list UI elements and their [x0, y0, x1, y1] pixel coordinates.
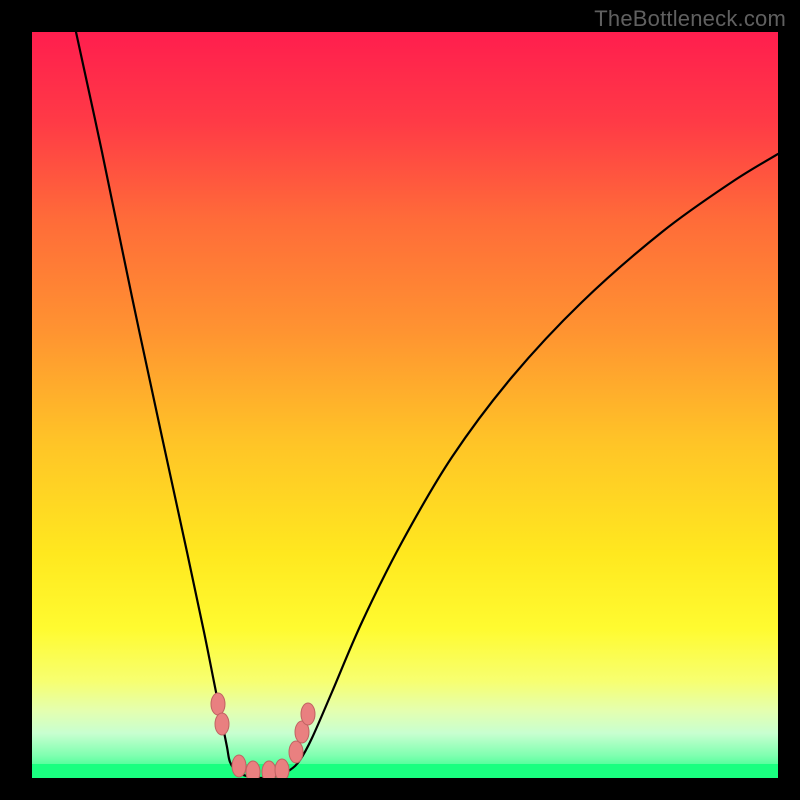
data-marker [289, 741, 303, 763]
data-marker [211, 693, 225, 715]
data-marker [232, 755, 246, 777]
watermark-text: TheBottleneck.com [594, 6, 786, 32]
data-marker [215, 713, 229, 735]
data-markers [211, 693, 315, 778]
data-marker [262, 761, 276, 778]
curve-layer [32, 32, 778, 778]
plot-area [32, 32, 778, 778]
data-marker [301, 703, 315, 725]
data-marker [246, 761, 260, 778]
bottleneck-curve [76, 32, 778, 778]
data-marker [275, 759, 289, 778]
